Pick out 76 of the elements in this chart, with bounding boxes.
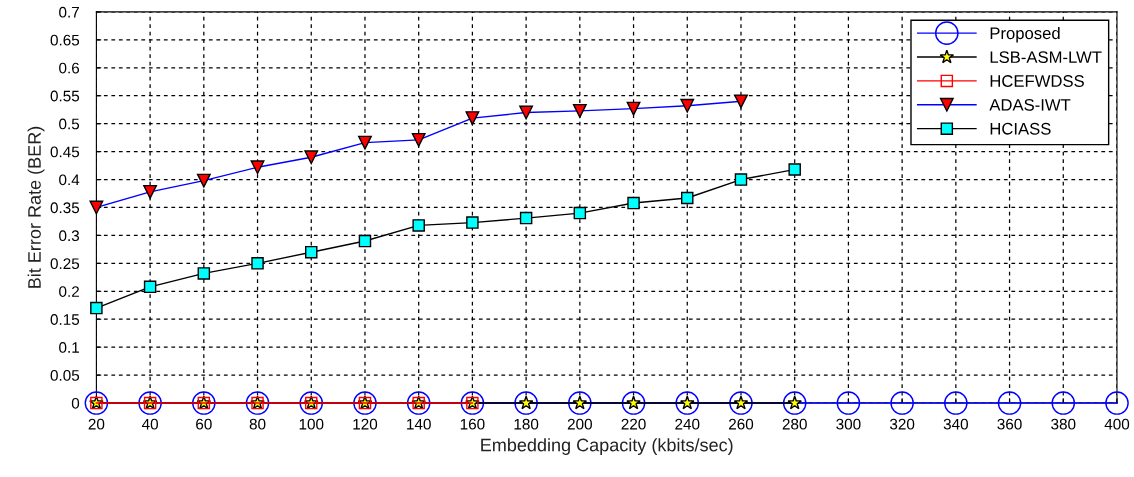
point — [197, 267, 211, 280]
x-tick-label: 300 — [836, 418, 861, 430]
point — [251, 257, 264, 270]
y-tick-label: 0.55 — [50, 90, 80, 102]
x-tick-label: 160 — [460, 418, 485, 430]
x-axis-title: Embedding Capacity (kbits/sec) — [481, 438, 733, 455]
point — [90, 301, 103, 315]
point — [192, 391, 216, 415]
x-tick-label: 180 — [514, 418, 539, 430]
point — [245, 391, 270, 415]
y-tick-label: 0.35 — [50, 202, 80, 214]
x-tick-label: 240 — [675, 418, 700, 430]
point — [1051, 391, 1076, 415]
point — [406, 391, 431, 415]
legend-label: HCEFWDSS — [990, 75, 1084, 87]
point — [299, 391, 324, 415]
point — [627, 196, 640, 210]
x-tick-label: 40 — [141, 418, 159, 430]
x-tick-label: 20 — [88, 418, 105, 430]
point — [143, 280, 157, 294]
x-tick-label: 60 — [196, 418, 212, 430]
point — [412, 219, 425, 232]
point — [460, 391, 485, 415]
y-tick-label: 0.65 — [50, 34, 80, 46]
point — [729, 391, 753, 415]
point — [353, 391, 377, 415]
x-tick-label: 80 — [249, 418, 266, 430]
y-tick-label: 0.05 — [50, 369, 80, 381]
point — [944, 391, 968, 415]
legend-label: LSB-ASM-LWT — [990, 51, 1102, 64]
y-tick-label: 0.3 — [59, 230, 80, 242]
y-tick-label: 0.25 — [50, 258, 80, 270]
legend-label: Proposed — [990, 26, 1060, 43]
x-tick-label: 260 — [729, 418, 754, 430]
x-tick-label: 280 — [782, 418, 807, 430]
point — [621, 391, 646, 415]
point — [514, 391, 538, 415]
legend-label: ADAS-IWT — [989, 98, 1071, 111]
y-tick-label: 0.1 — [59, 342, 79, 353]
point — [836, 391, 861, 415]
point — [568, 391, 592, 415]
point — [681, 191, 694, 205]
y-tick-label: 0.45 — [50, 146, 80, 158]
point — [782, 391, 807, 415]
point — [675, 391, 700, 415]
y-tick-label: 0.7 — [59, 6, 79, 18]
x-tick-label: 220 — [621, 418, 646, 430]
y-tick-label: 0.2 — [59, 286, 79, 297]
legend-label: HCIASS — [990, 122, 1051, 135]
point — [734, 173, 748, 186]
y-tick-label: 0.4 — [59, 174, 80, 186]
point — [358, 234, 372, 248]
x-tick-label: 120 — [353, 418, 378, 430]
y-tick-label: 0.15 — [50, 314, 80, 325]
y-axis-title: Bit Error Rate (BER) — [27, 126, 45, 288]
point — [1105, 391, 1129, 415]
point — [305, 245, 318, 259]
y-tick-label: 0.6 — [59, 62, 80, 74]
y-tick-label: 0.5 — [59, 118, 80, 130]
point — [788, 163, 801, 176]
x-tick-label: 340 — [943, 418, 968, 430]
point — [466, 216, 479, 229]
point — [573, 206, 587, 220]
point — [997, 391, 1022, 415]
point — [138, 391, 162, 415]
x-tick-label: 320 — [889, 418, 915, 430]
point — [84, 391, 109, 415]
point — [890, 391, 914, 415]
x-tick-label: 200 — [567, 418, 592, 430]
x-tick-label: 140 — [407, 418, 431, 430]
point — [519, 211, 533, 225]
x-tick-label: 100 — [299, 418, 324, 430]
x-tick-label: 380 — [1051, 418, 1076, 430]
x-tick-label: 400 — [1104, 418, 1130, 430]
x-tick-label: 360 — [997, 418, 1022, 430]
y-tick-label: 0 — [71, 397, 80, 409]
